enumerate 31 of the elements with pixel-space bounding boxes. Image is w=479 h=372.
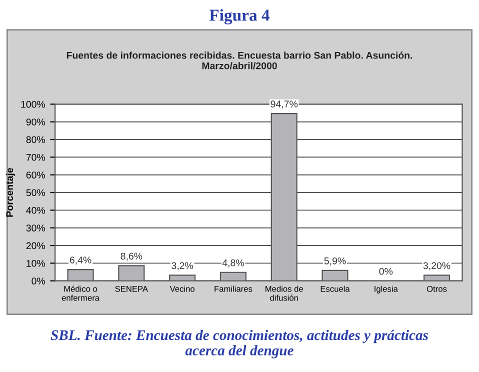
chart-title: Figura 4 — [209, 9, 270, 24]
x-tick-label: SENEPA — [115, 286, 148, 292]
data-label: 4,8% — [222, 259, 244, 268]
data-label: 5,9% — [324, 257, 346, 266]
y-tick-label: 50% — [26, 189, 46, 196]
y-tick-label: 100% — [21, 100, 46, 108]
y-tick-label: 20% — [26, 242, 46, 250]
y-tick-label: 10% — [26, 260, 46, 267]
x-tick-label: Escuela — [320, 286, 350, 292]
x-tick-label: Médico o enfermera — [62, 286, 100, 301]
x-tick-label: Medios de difusión — [266, 286, 303, 301]
data-label: 0% — [379, 268, 393, 275]
data-label: 94,7% — [270, 100, 298, 109]
y-tick-label: 60% — [26, 172, 46, 178]
x-tick-label: Otros — [426, 286, 447, 292]
y-tick-label: 0% — [32, 278, 46, 284]
y-tick-label: 70% — [26, 154, 46, 161]
data-label: 8,6% — [120, 252, 142, 261]
data-label: 3,2% — [172, 262, 194, 270]
x-tick-label: Iglesia — [374, 286, 398, 294]
y-tick-label: 40% — [26, 206, 46, 214]
data-label: 6,4% — [70, 256, 92, 265]
data-label: 3,20% — [423, 262, 450, 270]
y-tick-label: 80% — [26, 136, 46, 144]
x-tick-label: Vecino — [170, 286, 194, 292]
chart-subtitle: Fuentes de informaciones recibidas. Encuesta barrio San Pablo. Asunción. Marzo/abril/2000 — [66, 52, 412, 70]
y-axis-title: Porcentaje — [6, 168, 15, 217]
y-tick-label: 90% — [26, 118, 46, 126]
y-tick-label: 30% — [26, 224, 46, 232]
x-tick-label: Familiares — [214, 286, 252, 292]
text: SBL. Fuente: Encuesta de conocimientos, actitudes y prácticas acerca del dengue — [50, 330, 428, 358]
